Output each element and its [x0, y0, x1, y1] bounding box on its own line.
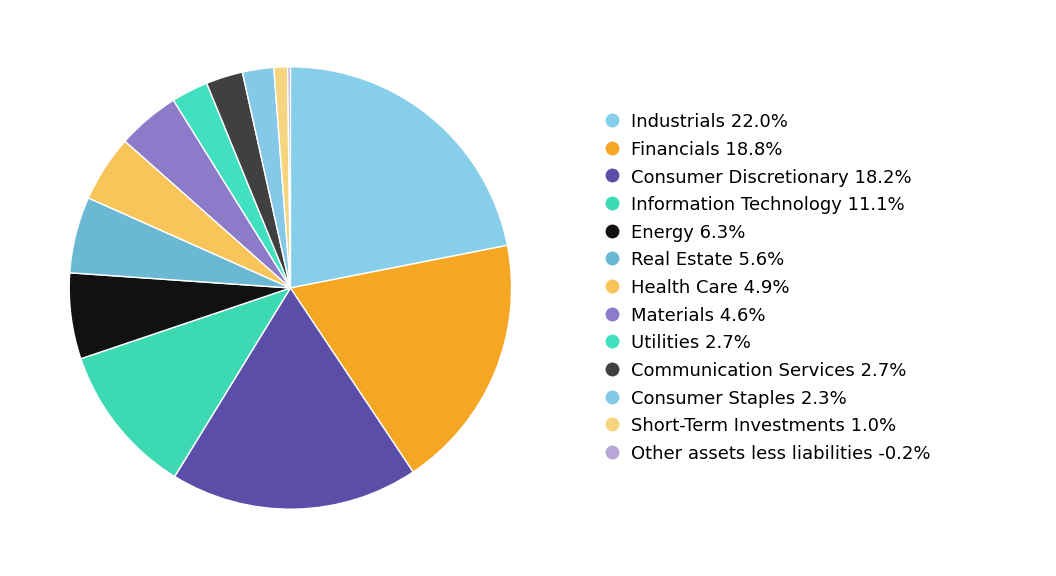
Wedge shape — [290, 245, 511, 472]
Wedge shape — [287, 67, 290, 288]
Wedge shape — [70, 273, 290, 359]
Wedge shape — [290, 67, 508, 288]
Wedge shape — [81, 288, 290, 476]
Wedge shape — [89, 141, 290, 288]
Wedge shape — [70, 198, 290, 288]
Wedge shape — [207, 72, 290, 288]
Wedge shape — [242, 67, 290, 288]
Legend: Industrials 22.0%, Financials 18.8%, Consumer Discretionary 18.2%, Information T: Industrials 22.0%, Financials 18.8%, Con… — [593, 104, 940, 472]
Wedge shape — [274, 67, 290, 288]
Wedge shape — [174, 288, 413, 509]
Wedge shape — [173, 84, 290, 288]
Wedge shape — [125, 100, 290, 288]
